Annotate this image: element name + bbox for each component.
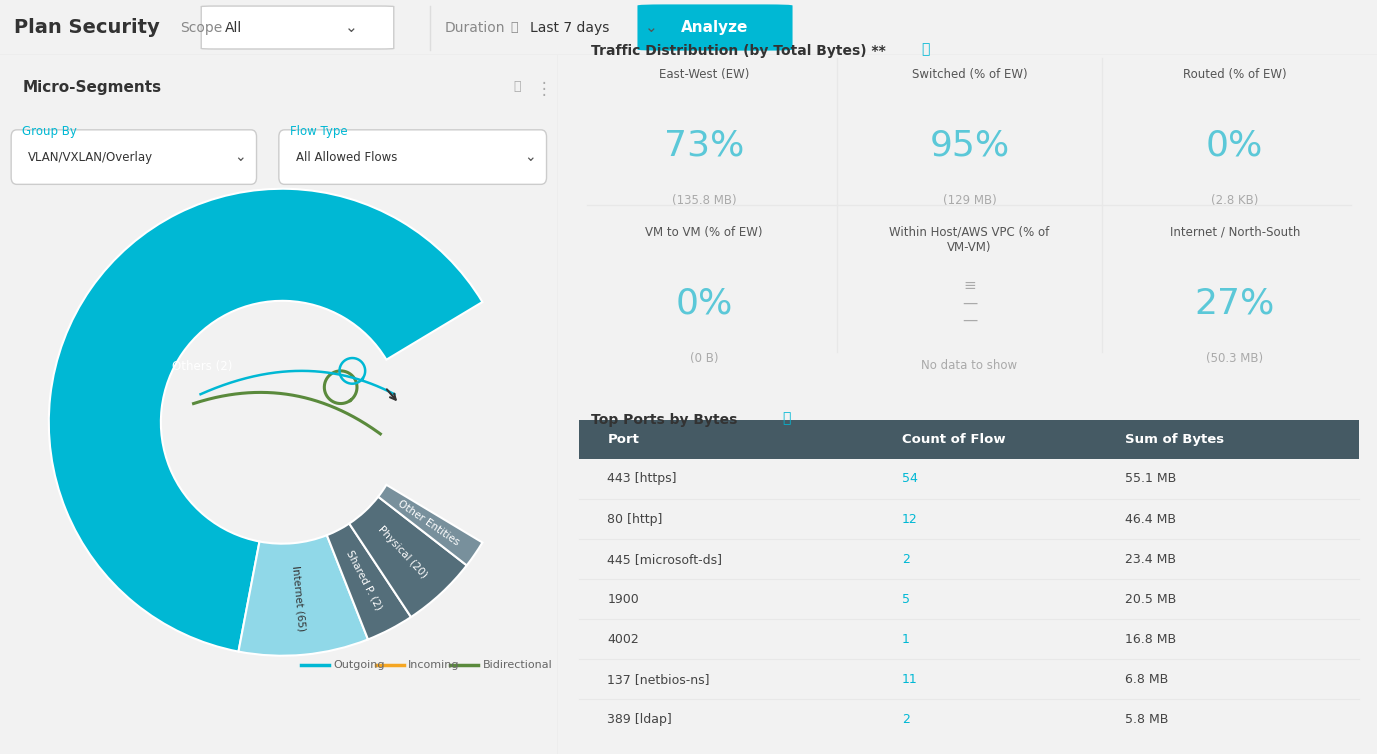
Text: (135.8 MB): (135.8 MB)	[672, 195, 737, 207]
Text: 0%: 0%	[1206, 128, 1264, 162]
Text: Incoming: Incoming	[409, 660, 460, 670]
Text: ⓘ: ⓘ	[782, 411, 790, 425]
Text: 2: 2	[902, 553, 910, 566]
Wedge shape	[48, 188, 482, 651]
Text: 55.1 MB: 55.1 MB	[1125, 473, 1176, 486]
Text: Top Ports by Bytes: Top Ports by Bytes	[591, 413, 738, 428]
Text: Sum of Bytes: Sum of Bytes	[1125, 434, 1224, 446]
Text: 23.4 MB: 23.4 MB	[1125, 553, 1176, 566]
Text: Count of Flow: Count of Flow	[902, 434, 1005, 446]
FancyBboxPatch shape	[638, 5, 793, 51]
Text: 🕐: 🕐	[509, 21, 518, 34]
Text: ⌄: ⌄	[346, 20, 358, 35]
Text: Flow Type: Flow Type	[291, 125, 347, 138]
FancyBboxPatch shape	[201, 6, 394, 49]
Text: 0%: 0%	[675, 286, 733, 320]
Bar	[580, 421, 1359, 459]
Text: ≡
—
—: ≡ — —	[961, 278, 978, 328]
Text: VLAN/VXLAN/Overlay: VLAN/VXLAN/Overlay	[28, 151, 153, 164]
Text: Physical (20): Physical (20)	[376, 525, 430, 581]
Text: Others (2): Others (2)	[172, 360, 233, 373]
Text: Within Host/AWS VPC (% of
VM-VM): Within Host/AWS VPC (% of VM-VM)	[890, 226, 1049, 254]
Text: Switched (% of EW): Switched (% of EW)	[912, 68, 1027, 81]
Text: 12: 12	[902, 513, 917, 526]
Text: Scope: Scope	[180, 20, 222, 35]
FancyBboxPatch shape	[11, 130, 256, 184]
Text: 46.4 MB: 46.4 MB	[1125, 513, 1176, 526]
Text: ⌄: ⌄	[644, 20, 658, 35]
Text: Traffic Distribution (by Total Bytes) **: Traffic Distribution (by Total Bytes) **	[591, 44, 887, 57]
Text: Outgoing: Outgoing	[333, 660, 386, 670]
Text: Port: Port	[607, 434, 639, 446]
Text: Internet (65): Internet (65)	[291, 566, 307, 633]
Text: 4002: 4002	[607, 633, 639, 645]
Text: 137 [netbios-ns]: 137 [netbios-ns]	[607, 673, 709, 686]
Text: 1: 1	[902, 633, 910, 645]
Text: ⌄: ⌄	[525, 150, 536, 164]
Text: 11: 11	[902, 673, 917, 686]
Text: (129 MB): (129 MB)	[942, 195, 997, 207]
Text: Internet / North-South: Internet / North-South	[1169, 226, 1300, 239]
Text: 389 [ldap]: 389 [ldap]	[607, 713, 672, 726]
Text: All: All	[224, 20, 242, 35]
Wedge shape	[238, 535, 368, 656]
Text: Analyze: Analyze	[682, 20, 749, 35]
Wedge shape	[326, 523, 410, 639]
Text: 5: 5	[902, 593, 910, 605]
Text: (50.3 MB): (50.3 MB)	[1206, 352, 1263, 365]
Text: VM to VM (% of EW): VM to VM (% of EW)	[646, 226, 763, 239]
Text: Routed (% of EW): Routed (% of EW)	[1183, 68, 1286, 81]
Text: Plan Security: Plan Security	[14, 18, 160, 37]
Text: 445 [microsoft-ds]: 445 [microsoft-ds]	[607, 553, 723, 566]
Text: ⓘ: ⓘ	[921, 42, 929, 56]
Text: 73%: 73%	[664, 128, 745, 162]
Text: (2.8 KB): (2.8 KB)	[1210, 195, 1259, 207]
Text: All Allowed Flows: All Allowed Flows	[296, 151, 397, 164]
Text: 2: 2	[902, 713, 910, 726]
Text: 16.8 MB: 16.8 MB	[1125, 633, 1176, 645]
Text: 27%: 27%	[1194, 286, 1275, 320]
Text: Group By: Group By	[22, 125, 77, 138]
Text: (0 B): (0 B)	[690, 352, 719, 365]
Text: 6.8 MB: 6.8 MB	[1125, 673, 1168, 686]
Text: 54: 54	[902, 473, 917, 486]
Text: ⌄: ⌄	[234, 150, 246, 164]
Text: Other Entities: Other Entities	[397, 498, 461, 547]
Text: 📌: 📌	[514, 79, 521, 93]
Text: 95%: 95%	[929, 128, 1009, 162]
Wedge shape	[350, 497, 467, 617]
Text: 1900: 1900	[607, 593, 639, 605]
Text: East-West (EW): East-West (EW)	[660, 68, 749, 81]
Text: No data to show: No data to show	[921, 359, 1018, 372]
FancyBboxPatch shape	[278, 130, 547, 184]
Text: Duration: Duration	[445, 20, 505, 35]
Text: Shared P. (2): Shared P. (2)	[344, 548, 384, 611]
Text: ⋮: ⋮	[536, 79, 552, 97]
Text: Bidirectional: Bidirectional	[483, 660, 552, 670]
Text: Last 7 days: Last 7 days	[530, 20, 610, 35]
Wedge shape	[379, 485, 482, 566]
Text: 20.5 MB: 20.5 MB	[1125, 593, 1176, 605]
Text: Micro-Segments: Micro-Segments	[22, 79, 161, 94]
Text: 80 [http]: 80 [http]	[607, 513, 662, 526]
Text: 5.8 MB: 5.8 MB	[1125, 713, 1168, 726]
Text: 443 [https]: 443 [https]	[607, 473, 676, 486]
